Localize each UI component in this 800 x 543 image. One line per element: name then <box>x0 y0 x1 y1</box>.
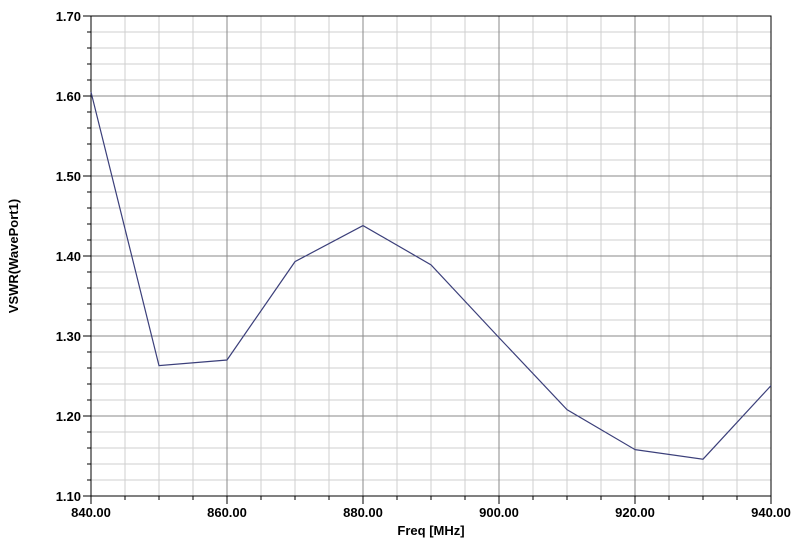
y-tick-label: 1.50 <box>56 169 81 184</box>
y-tick-label: 1.70 <box>56 9 81 24</box>
y-tick-label: 1.40 <box>56 249 81 264</box>
y-axis-ticks: 1.10 1.20 1.30 1.40 1.50 1.60 1.70 <box>56 9 91 504</box>
y-tick-label: 1.10 <box>56 489 81 504</box>
y-tick-label: 1.30 <box>56 329 81 344</box>
x-axis-ticks: 840.00 860.00 880.00 900.00 920.00 940.00 <box>71 496 791 520</box>
x-tick-label: 860.00 <box>207 505 247 520</box>
x-tick-label: 900.00 <box>479 505 519 520</box>
series-group <box>90 91 772 460</box>
x-tick-label: 920.00 <box>615 505 655 520</box>
x-tick-label: 840.00 <box>71 505 111 520</box>
y-tick-label: 1.20 <box>56 409 81 424</box>
y-tick-label: 1.60 <box>56 89 81 104</box>
x-tick-label: 940.00 <box>751 505 791 520</box>
y-axis-label: VSWR(WavePort1) <box>6 199 21 313</box>
series-line <box>90 91 772 460</box>
x-tick-label: 880.00 <box>343 505 383 520</box>
x-axis-label: Freq [MHz] <box>397 523 464 538</box>
